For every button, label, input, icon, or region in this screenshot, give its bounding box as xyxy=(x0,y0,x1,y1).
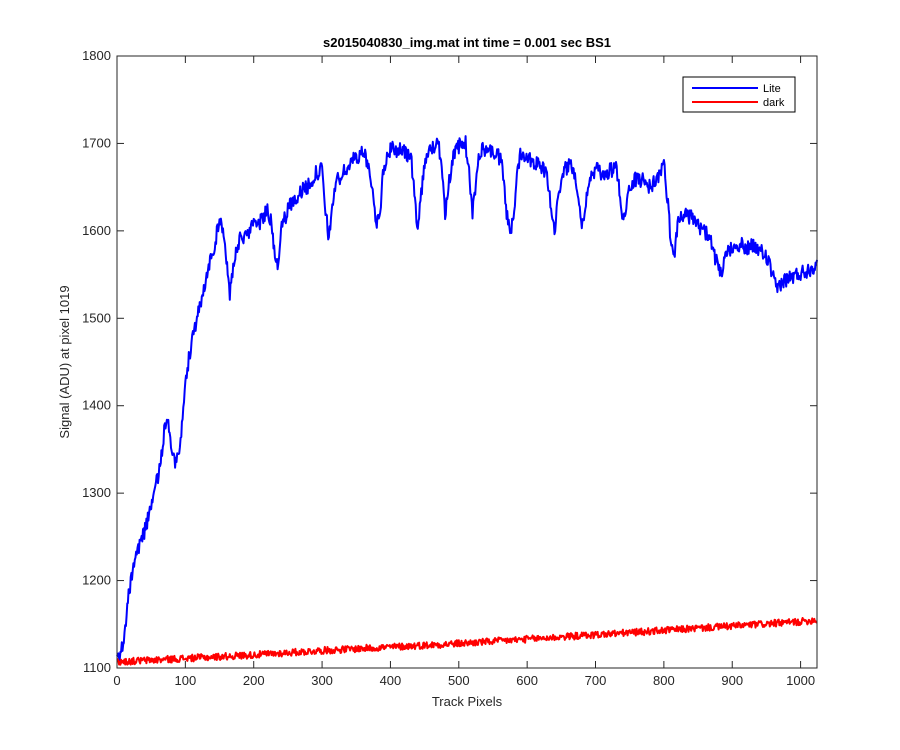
y-tick-label: 1400 xyxy=(82,398,111,413)
x-tick-label: 100 xyxy=(175,673,197,688)
y-tick-label: 1500 xyxy=(82,310,111,325)
x-tick-label: 1000 xyxy=(786,673,815,688)
tick-layer: 0 100 200 300 400 500 600 700 800 900 1000 1100 1200… xyxy=(82,48,817,688)
legend-box xyxy=(682,76,796,113)
x-tick-label: 800 xyxy=(653,673,675,688)
x-tick-label: 500 xyxy=(448,673,470,688)
x-tick-label: 400 xyxy=(380,673,402,688)
legend: Lite dark xyxy=(682,76,796,113)
y-tick-label: 1700 xyxy=(82,135,111,150)
x-tick-label: 700 xyxy=(585,673,607,688)
x-tick-label: 300 xyxy=(311,673,333,688)
series-line-dark xyxy=(116,617,818,666)
y-tick-label: 1800 xyxy=(82,48,111,63)
y-tick-label: 1100 xyxy=(83,660,111,675)
series-layer xyxy=(116,135,818,666)
plot-frame xyxy=(116,55,818,669)
plot-area xyxy=(117,56,817,668)
series-line-lite xyxy=(116,135,818,661)
x-axis-label: Track Pixels xyxy=(432,694,503,709)
y-tick-label: 1300 xyxy=(82,485,111,500)
x-tick-label: 0 xyxy=(113,673,120,688)
x-tick-label: 900 xyxy=(721,673,743,688)
chart-title: s2015040830_img.mat int time = 0.001 sec… xyxy=(323,35,611,50)
x-tick-label: 600 xyxy=(516,673,538,688)
legend-label-lite: Lite xyxy=(763,83,781,95)
y-tick-label: 1600 xyxy=(82,223,111,238)
y-tick-label: 1200 xyxy=(82,573,111,588)
y-axis-label: Signal (ADU) at pixel 1019 xyxy=(57,285,72,438)
x-tick-label: 200 xyxy=(243,673,265,688)
legend-label-dark: dark xyxy=(763,97,785,109)
